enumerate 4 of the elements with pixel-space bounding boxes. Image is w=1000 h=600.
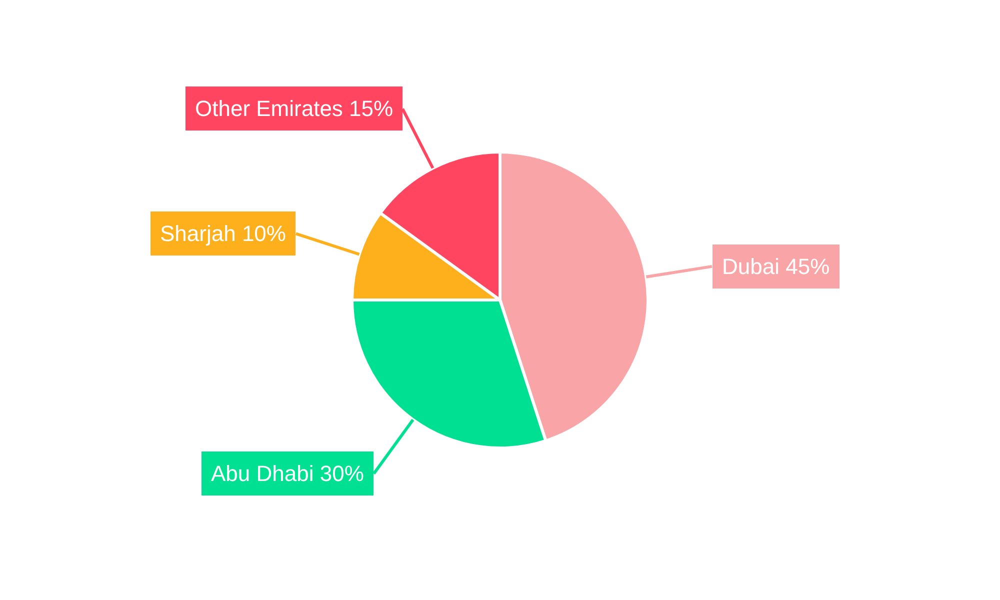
slice-label: Other Emirates 15% <box>195 96 394 121</box>
slice-label: Abu Dhabi 30% <box>211 461 364 486</box>
slice-label: Sharjah 10% <box>160 221 286 246</box>
slice-label: Dubai 45% <box>722 254 830 279</box>
